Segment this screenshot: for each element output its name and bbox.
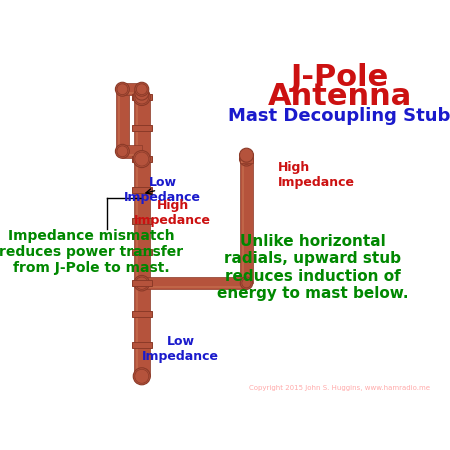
Polygon shape xyxy=(142,285,247,288)
Polygon shape xyxy=(132,218,152,224)
Polygon shape xyxy=(132,156,152,162)
Text: High
Impedance: High Impedance xyxy=(134,199,212,227)
Circle shape xyxy=(115,144,129,158)
Polygon shape xyxy=(132,94,152,100)
Polygon shape xyxy=(122,91,142,94)
Circle shape xyxy=(134,275,149,291)
Circle shape xyxy=(239,148,253,162)
Text: Low
Impedance: Low Impedance xyxy=(124,176,201,204)
Circle shape xyxy=(133,368,150,385)
Circle shape xyxy=(115,82,129,96)
Polygon shape xyxy=(116,89,129,151)
Polygon shape xyxy=(132,280,152,286)
Text: High
Impedance: High Impedance xyxy=(278,161,355,189)
Polygon shape xyxy=(122,145,142,158)
Circle shape xyxy=(135,82,149,96)
Polygon shape xyxy=(239,155,253,163)
Polygon shape xyxy=(241,155,243,163)
Text: Low
Impedance: Low Impedance xyxy=(142,335,219,363)
Text: Unlike horizontal
radials, upward stub
reduces induction of
energy to mast below: Unlike horizontal radials, upward stub r… xyxy=(217,234,408,301)
Text: Copyright 2015 John S. Huggins, www.hamradio.me: Copyright 2015 John S. Huggins, www.hamr… xyxy=(249,385,430,391)
Polygon shape xyxy=(132,249,152,255)
Polygon shape xyxy=(118,89,120,151)
Polygon shape xyxy=(135,97,138,376)
Circle shape xyxy=(133,151,150,167)
Circle shape xyxy=(240,277,253,289)
Polygon shape xyxy=(242,159,244,283)
Polygon shape xyxy=(134,97,149,376)
Polygon shape xyxy=(132,125,152,131)
Polygon shape xyxy=(132,311,152,317)
Text: Mast Decoupling Stub: Mast Decoupling Stub xyxy=(229,108,450,126)
Polygon shape xyxy=(132,342,152,348)
Polygon shape xyxy=(142,277,247,289)
Polygon shape xyxy=(122,83,142,95)
Polygon shape xyxy=(122,153,142,156)
Circle shape xyxy=(133,89,150,106)
Circle shape xyxy=(135,86,149,100)
Text: Antenna: Antenna xyxy=(267,82,412,112)
Text: Impedance mismatch
reduces power transfer
from J-Pole to mast.: Impedance mismatch reduces power transfe… xyxy=(0,229,184,275)
Polygon shape xyxy=(240,159,253,283)
Polygon shape xyxy=(132,187,152,193)
Circle shape xyxy=(239,152,253,166)
Text: J-Pole: J-Pole xyxy=(290,63,389,92)
